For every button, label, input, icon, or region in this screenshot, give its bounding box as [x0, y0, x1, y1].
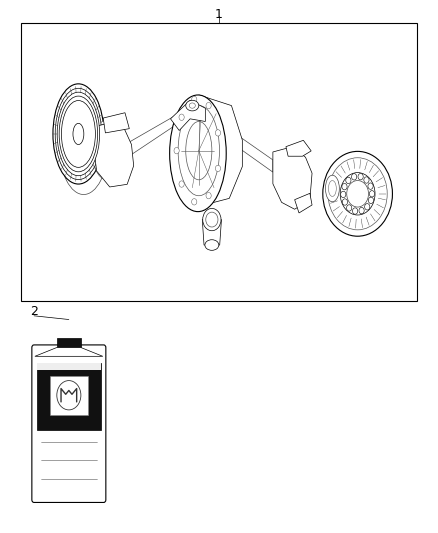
Bar — [21, 22, 417, 301]
Polygon shape — [125, 115, 177, 159]
Circle shape — [346, 177, 351, 183]
Circle shape — [66, 140, 73, 148]
Ellipse shape — [59, 96, 98, 172]
Circle shape — [215, 165, 221, 172]
Ellipse shape — [206, 212, 218, 227]
Circle shape — [80, 147, 87, 156]
Circle shape — [368, 197, 374, 204]
Text: 1: 1 — [215, 8, 223, 21]
Circle shape — [179, 114, 184, 120]
Polygon shape — [286, 140, 311, 156]
Polygon shape — [295, 193, 312, 213]
Circle shape — [206, 192, 211, 199]
Bar — [57, 338, 81, 348]
Polygon shape — [199, 95, 242, 206]
Circle shape — [70, 147, 77, 156]
Circle shape — [66, 119, 73, 128]
Ellipse shape — [328, 181, 336, 197]
Circle shape — [340, 173, 375, 215]
Circle shape — [75, 150, 82, 158]
Circle shape — [191, 199, 197, 205]
Ellipse shape — [186, 100, 199, 111]
Circle shape — [347, 181, 368, 207]
Bar — [37, 364, 101, 370]
Ellipse shape — [282, 155, 306, 203]
Circle shape — [343, 199, 347, 205]
Circle shape — [84, 119, 91, 128]
Ellipse shape — [203, 208, 221, 231]
Bar — [37, 364, 101, 430]
Ellipse shape — [186, 122, 212, 180]
Ellipse shape — [53, 84, 104, 184]
Ellipse shape — [73, 123, 84, 144]
Circle shape — [323, 151, 392, 236]
Ellipse shape — [61, 101, 95, 167]
Circle shape — [215, 130, 221, 136]
Polygon shape — [229, 130, 273, 172]
Circle shape — [191, 96, 197, 103]
Ellipse shape — [325, 175, 339, 202]
Circle shape — [86, 130, 92, 138]
Circle shape — [369, 191, 374, 197]
Ellipse shape — [55, 88, 102, 180]
Circle shape — [359, 207, 364, 214]
Ellipse shape — [170, 95, 226, 212]
Ellipse shape — [189, 103, 195, 108]
Ellipse shape — [92, 120, 118, 179]
Polygon shape — [170, 100, 205, 131]
Circle shape — [364, 204, 370, 210]
Circle shape — [368, 183, 373, 189]
Circle shape — [64, 130, 71, 138]
Circle shape — [358, 174, 363, 180]
Circle shape — [353, 208, 358, 214]
Circle shape — [346, 205, 352, 211]
Circle shape — [364, 177, 369, 183]
Circle shape — [342, 183, 347, 190]
FancyBboxPatch shape — [32, 345, 106, 503]
Circle shape — [174, 148, 179, 154]
Circle shape — [70, 112, 77, 121]
Text: 2: 2 — [30, 305, 38, 318]
Circle shape — [341, 191, 346, 198]
Circle shape — [80, 112, 87, 121]
Ellipse shape — [205, 240, 219, 251]
Circle shape — [84, 140, 91, 148]
Circle shape — [179, 181, 184, 187]
Circle shape — [328, 158, 387, 230]
Polygon shape — [103, 113, 129, 133]
Polygon shape — [273, 147, 312, 209]
Bar — [49, 376, 88, 415]
Circle shape — [352, 174, 357, 180]
Polygon shape — [93, 120, 134, 187]
Polygon shape — [202, 220, 222, 245]
Ellipse shape — [178, 106, 219, 196]
Polygon shape — [35, 348, 103, 357]
Circle shape — [206, 102, 211, 109]
Ellipse shape — [57, 92, 99, 176]
Circle shape — [75, 110, 82, 118]
